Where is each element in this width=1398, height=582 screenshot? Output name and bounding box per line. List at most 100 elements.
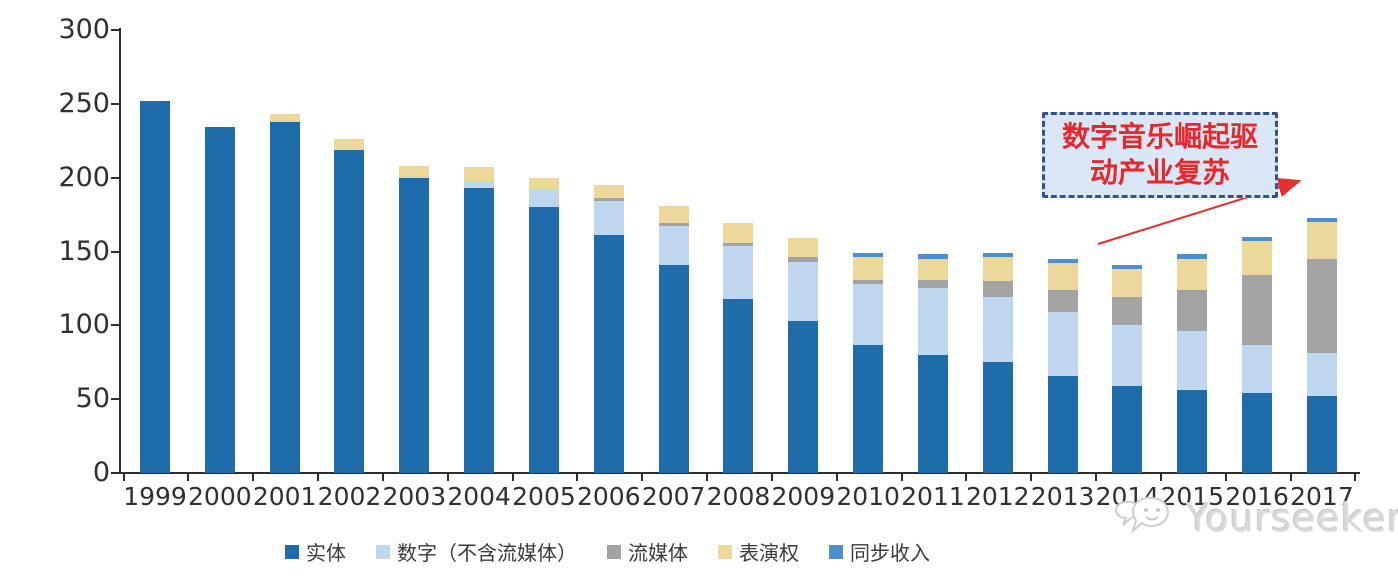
bar-segment [658,223,689,227]
x-axis-label: 2017 [1290,482,1354,511]
bar-segment [1112,297,1143,326]
y-axis-tick [111,250,120,253]
bar-segment [528,207,559,473]
bar-segment [1242,393,1273,473]
y-axis-label: 100 [58,309,110,341]
x-axis-tick [900,473,903,481]
x-axis-tick [641,473,644,481]
bar-segment [853,279,884,284]
y-axis-label: 200 [58,161,110,193]
x-axis-label: 2015 [1160,482,1225,511]
legend-label: 数字（不含流媒体） [397,541,577,565]
bar-segment [1177,289,1208,332]
bar-segment [1047,258,1078,264]
y-axis-tick [111,29,120,31]
bar-segment [1112,325,1143,386]
bar-segment [399,177,430,473]
bar-segment [1047,263,1078,290]
bar-segment [593,201,624,236]
legend: 实体 数字（不含流媒体） 流媒体 表演权 同步收入 [0,537,1215,566]
bar-segment [658,205,689,224]
bar-segment [788,238,819,258]
y-axis-label: 0 [92,457,110,488]
x-axis-label: 2009 [771,482,836,511]
x-axis-label: 2004 [447,482,511,511]
y-axis-label: 50 [75,383,110,415]
bar-segment [1177,258,1208,290]
bar-segment [399,165,430,178]
legend-swatch-icon [285,544,299,559]
x-axis-label: 2008 [706,482,771,511]
x-axis-tick [1095,473,1098,481]
bar-segment [1306,221,1337,259]
x-axis-label: 2002 [317,482,382,511]
bar-segment [917,258,948,280]
legend-item: 实体 [285,537,346,566]
y-axis-label: 300 [58,14,110,45]
x-axis-tick [1030,473,1033,481]
y-axis-line [119,28,121,474]
bar-segment [1112,269,1143,298]
y-axis-tick [111,324,120,327]
bar-segment [1242,241,1273,276]
bar-segment [1242,236,1273,242]
x-axis-tick [1224,473,1227,481]
legend-item: 同步收入 [829,537,930,566]
x-axis-tick [252,473,255,481]
bar-segment [853,283,884,345]
bar-segment [593,198,624,202]
legend-item: 数字（不含流媒体） [376,537,577,566]
bar-segment [1177,331,1208,391]
legend-label: 实体 [306,541,346,565]
legend-label: 流媒体 [628,541,688,565]
bar-segment [917,279,948,289]
bar-segment [1177,254,1208,259]
x-axis-line [113,472,1360,474]
bar-segment [1242,275,1273,345]
x-axis-tick [1289,473,1292,481]
legend-item: 表演权 [718,537,799,566]
x-axis-label: 2007 [641,482,706,511]
x-axis-label: 2001 [252,482,317,511]
x-axis-tick [317,473,320,481]
bar-segment [1306,258,1337,354]
x-axis-label: 2012 [965,482,1030,511]
bar-segment [723,245,754,299]
bar-segment [1306,217,1337,222]
bar-segment [1306,396,1337,473]
bar-segment [788,257,819,262]
x-axis-tick [835,473,838,481]
x-axis-tick [122,473,125,481]
x-axis-label: 2016 [1225,482,1289,511]
legend-swatch-icon [376,544,390,559]
legend-label: 同步收入 [850,541,930,565]
x-axis-label: 2013 [1030,482,1095,511]
legend-swatch-icon [718,544,732,559]
bar-segment [982,362,1013,473]
bar-segment [1047,312,1078,376]
x-axis-tick [187,473,190,481]
bar-segment [1306,353,1337,397]
bar-segment [593,235,624,473]
annotation-text-line2: 动产业复苏 [1089,156,1230,189]
bar-segment [723,242,754,246]
bar-segment [269,114,300,122]
x-axis-tick [1354,473,1357,481]
bar-segment [982,252,1013,258]
bar-segment [982,257,1013,282]
bar-segment [204,127,235,473]
y-axis-label: 250 [58,87,110,119]
x-axis-tick [1159,473,1162,481]
bar-segment [1047,375,1078,473]
bar-segment [140,100,170,473]
y-axis-tick [111,398,120,401]
x-axis-tick [511,473,514,481]
bar-segment [1047,289,1078,313]
x-axis-tick [576,473,579,481]
bar-segment [658,226,689,265]
bar-segment [723,223,754,243]
bar-segment [982,297,1013,363]
bar-segment [593,185,624,199]
legend-swatch-icon [607,544,621,559]
